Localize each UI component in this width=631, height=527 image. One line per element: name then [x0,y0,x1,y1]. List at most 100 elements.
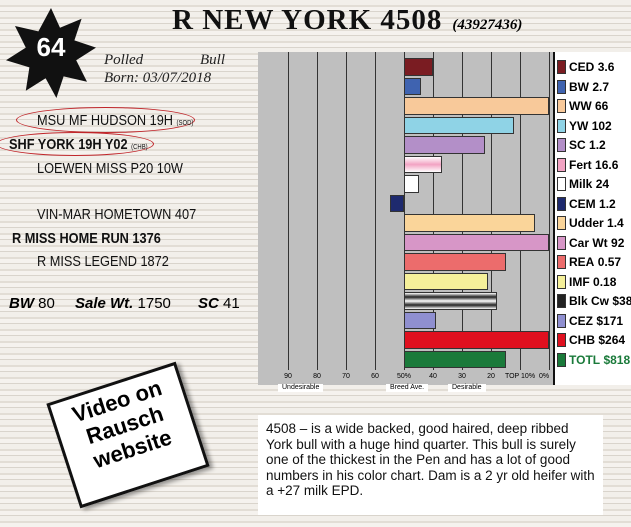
legend-swatch [557,60,566,74]
legend-epd: 1.4 [607,216,624,230]
legend-swatch [557,255,566,269]
polled-label: Polled [104,52,144,68]
legend-item: CEM 1.2 [557,194,616,214]
legend-epd: 66 [595,99,609,113]
legend-trait: REA [569,255,595,269]
legend-trait: Car Wt [569,235,608,250]
gridline [317,52,318,370]
bar-sc [404,136,486,154]
axis-label-center: Breed Ave. [386,384,429,392]
gridline [404,52,405,370]
epd-chart: 90 80 70 60 50% 40 30 20 TOP 10% 0% Undesirable Bre… [258,52,553,392]
legend-item: BW 2.7 [557,77,609,97]
legend-swatch [557,118,566,133]
legend-trait: CEM [569,196,596,211]
sire-circle [0,132,154,156]
legend-epd: $383 [612,294,631,308]
legend-item: CED 3.6 [557,57,614,77]
legend-trait: Fert [569,157,592,172]
birth-weight: BW 80 [9,295,55,312]
pedigree-sire: SHF YORK 19H Y02 (CHB) [9,136,148,153]
sale-weight: Sale Wt. 1750 [75,295,171,312]
x-tick-label: 0% [538,373,550,380]
legend-swatch [557,99,566,113]
legend-epd: $818 [603,352,631,367]
legend-swatch [557,313,566,328]
legend-item: Car Wt 92 [557,233,624,253]
legend-trait: Udder [569,216,604,230]
legend-item: Blk Cw $383 [557,291,631,311]
legend-epd: 1.2 [599,196,616,211]
x-tick-label: 70 [342,373,350,380]
registration-number: (43927436) [452,17,523,33]
legend-item: IMF 0.18 [557,272,616,292]
legend-trait: CED [569,60,595,74]
x-tick-label: 50% [396,373,412,380]
legend-epd: $171 [596,313,624,328]
legend-item: Udder 1.4 [557,213,624,233]
scrotal-circumference: SC 41 [198,295,240,312]
legend-epd: 1.2 [589,138,606,152]
legend-trait: YW [569,118,589,133]
gridline [549,52,550,370]
legend-item: CHB $264 [557,330,625,350]
legend-swatch [557,196,566,211]
lot-badge-star-icon [6,8,96,98]
axis-label-right: Desirable [448,384,486,392]
pedigree-dam-sire: VIN-MAR HOMETOWN 407 [37,206,197,223]
bar-ced [404,58,433,76]
legend-item: WW 66 [557,96,608,116]
legend-item: YW 102 [557,116,612,136]
legend-trait: CEZ [569,313,593,328]
bar-rea [404,253,506,271]
legend-epd: 0.18 [593,274,617,289]
legend-epd: 16.6 [595,157,619,172]
pedigree-sire-dam: LOEWEN MISS P20 10W [37,160,183,177]
bar-imf [404,272,489,290]
bar-cez [404,311,436,329]
legend-epd: $264 [598,333,626,347]
x-tick-label: 40 [429,373,437,380]
epd-legend: CED 3.6 BW 2.7 WW 66 YW 102 SC 1.2 Fert 16.6 M… [553,52,631,385]
legend-trait: SC [569,138,586,152]
legend-swatch [557,138,566,152]
pedigree-sire-sire: MSU MF HUDSON 19H (SOD) [37,112,194,129]
legend-item: REA 0.57 [557,252,621,272]
legend-item: Milk 24 [557,174,609,194]
sex-label: Bull [200,52,225,68]
legend-item: Fert 16.6 [557,155,618,175]
legend-item: SC 1.2 [557,135,606,155]
video-callout: Video on Rausch website [46,361,210,509]
legend-trait: Blk Cw [569,294,610,308]
bar-chb [404,331,549,349]
lot-header: R NEW YORK 4508 (43927436) [172,4,628,37]
bar-blk-cw [404,292,497,310]
legend-swatch [557,157,566,172]
x-tick-label: 20 [487,373,495,380]
x-tick-label: 60 [371,373,379,380]
legend-trait: WW [569,99,592,113]
legend-item: TOTL $818 [557,350,630,370]
x-tick-label: 90 [284,373,292,380]
legend-epd: 2.7 [592,79,610,94]
legend-item: CEZ $171 [557,311,623,331]
gridline [462,52,463,370]
bar-totl [404,350,506,368]
legend-epd: 24 [595,177,610,191]
bar-fert [404,155,442,173]
legend-swatch [557,352,566,367]
animal-name: R NEW YORK 4508 [172,4,443,36]
legend-swatch [557,177,566,191]
legend-epd: 0.57 [597,255,622,269]
legend-swatch [557,216,566,230]
legend-trait: CHB [569,333,595,347]
legend-swatch [557,235,566,250]
legend-epd: 3.6 [597,60,615,74]
lot-number: 64 [36,32,66,62]
gridline [288,52,289,370]
legend-swatch [557,79,566,94]
gridline [375,52,376,370]
bar-yw [404,116,515,134]
legend-trait: TOTL [569,352,601,367]
gridline [433,52,434,370]
